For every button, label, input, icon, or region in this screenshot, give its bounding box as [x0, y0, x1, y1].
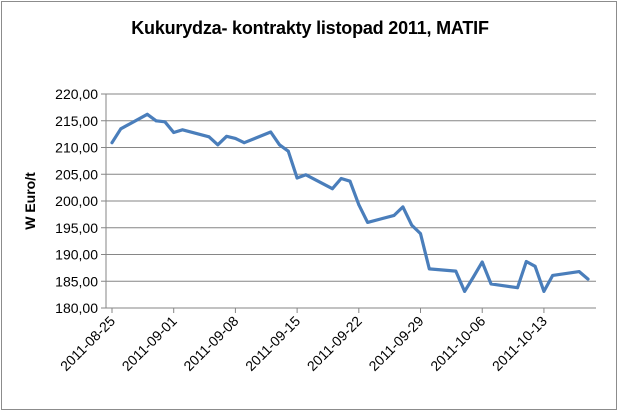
data-point	[410, 223, 414, 227]
x-tick-label: 2011-10-06	[427, 313, 488, 374]
series-layer	[110, 112, 590, 293]
data-point	[480, 260, 484, 264]
y-tick-labels: 180,00 185,00 190,00 195,00 200,00 205,00 210,…	[55, 86, 98, 316]
data-point	[577, 270, 581, 273]
data-point	[304, 173, 308, 177]
x-tick-labels: 2011-08-25 2011-09-01 2011-09-08 2011-09-15…	[57, 313, 550, 374]
data-point	[524, 260, 528, 263]
data-point	[427, 267, 431, 271]
data-point	[269, 130, 273, 134]
series-line	[110, 112, 590, 293]
data-point	[401, 205, 405, 209]
y-tick-label: 180,00	[55, 300, 98, 316]
y-tick-label: 185,00	[55, 273, 98, 289]
data-point	[392, 214, 396, 217]
x-tick-label: 2011-09-08	[180, 313, 241, 374]
x-tick-label: 2011-09-29	[365, 313, 426, 374]
y-tick-label: 215,00	[55, 113, 98, 129]
x-tick-label: 2011-08-25	[57, 313, 118, 374]
data-point	[242, 141, 246, 145]
data-point	[154, 119, 158, 123]
data-point	[489, 282, 493, 286]
data-point	[551, 274, 555, 277]
data-point	[278, 143, 281, 147]
data-point	[419, 232, 422, 236]
x-tick-label: 2011-09-01	[119, 313, 180, 374]
data-point	[207, 135, 211, 139]
y-tick-label: 210,00	[55, 140, 98, 156]
data-point	[181, 128, 184, 132]
chart-title: Kukurydza- kontrakty listopad 2011, MATI…	[131, 18, 489, 38]
data-point	[172, 131, 176, 134]
y-tick-label: 220,00	[55, 86, 98, 102]
x-tick-label: 2011-09-22	[304, 313, 365, 374]
data-point	[145, 112, 149, 116]
data-point	[357, 203, 361, 207]
data-point	[472, 275, 475, 279]
y-tick-label: 190,00	[55, 247, 98, 263]
data-point	[366, 221, 369, 224]
data-point	[119, 127, 123, 131]
data-point	[348, 179, 352, 183]
data-point	[295, 176, 299, 180]
y-axis-title: W Euro/t	[22, 172, 38, 230]
x-tick-label: 2011-10-13	[489, 313, 550, 374]
data-point	[110, 141, 114, 145]
data-point	[586, 277, 590, 281]
y-tick-label: 200,00	[55, 193, 98, 209]
gridlines	[101, 93, 596, 309]
data-point	[225, 134, 229, 138]
data-point	[454, 269, 458, 273]
x-tick-label: 2011-09-15	[242, 313, 303, 374]
data-point	[216, 143, 220, 147]
data-point	[163, 120, 167, 124]
data-point	[516, 286, 519, 290]
data-point	[339, 177, 343, 180]
axes	[105, 94, 596, 313]
data-point	[234, 137, 237, 140]
data-point	[463, 290, 466, 293]
y-tick-label: 195,00	[55, 220, 98, 236]
data-point	[286, 149, 290, 153]
data-point	[533, 264, 537, 268]
y-tick-label: 205,00	[55, 166, 98, 182]
data-point	[542, 290, 546, 293]
data-point	[331, 187, 334, 191]
